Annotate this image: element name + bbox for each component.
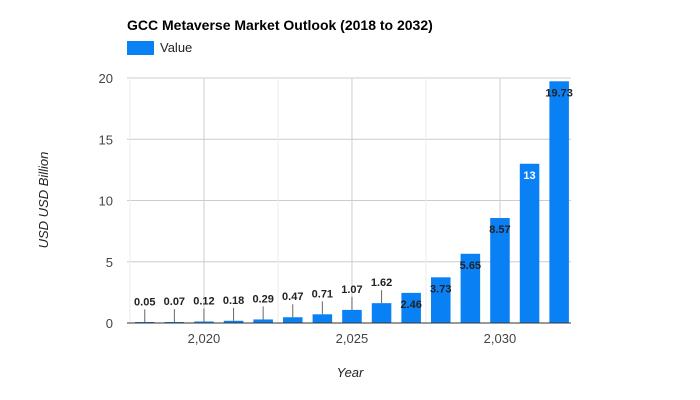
bar[interactable] bbox=[549, 81, 569, 324]
bar[interactable] bbox=[194, 321, 214, 323]
bar[interactable] bbox=[490, 218, 510, 323]
data-label: 0.07 bbox=[164, 296, 185, 308]
data-label: 19.73 bbox=[545, 87, 573, 99]
y-tick-label: 10 bbox=[99, 194, 113, 209]
data-label: 13 bbox=[523, 170, 535, 182]
data-label: 0.29 bbox=[252, 293, 273, 305]
y-tick-label: 15 bbox=[99, 132, 113, 147]
bar[interactable] bbox=[253, 319, 273, 323]
x-tick-label: 2,030 bbox=[484, 331, 517, 346]
chart-title: GCC Metaverse Market Outlook (2018 to 20… bbox=[127, 17, 433, 33]
bar[interactable] bbox=[460, 253, 481, 323]
x-tick-label: 2,025 bbox=[336, 331, 369, 346]
data-label: 1.07 bbox=[341, 284, 362, 296]
bar[interactable] bbox=[401, 292, 421, 323]
bar[interactable] bbox=[371, 303, 392, 323]
y-tick-label: 5 bbox=[106, 255, 113, 270]
data-label: 0.47 bbox=[282, 291, 303, 303]
y-tick-label: 0 bbox=[106, 316, 113, 331]
bar[interactable] bbox=[519, 163, 540, 323]
data-labels: 0.05 0.07 0.12 0.18 0.29 0.47 0.71 1.07 1.62 2.46… bbox=[134, 87, 573, 323]
data-label: 0.18 bbox=[223, 295, 244, 307]
bar[interactable] bbox=[223, 320, 244, 323]
x-axis-title: Year bbox=[337, 365, 364, 380]
bar[interactable] bbox=[430, 277, 451, 323]
data-label: 8.57 bbox=[489, 224, 510, 236]
y-tick-label: 20 bbox=[99, 71, 113, 86]
bar[interactable] bbox=[282, 317, 303, 323]
grid-layer bbox=[127, 77, 571, 323]
data-label: 0.05 bbox=[134, 296, 155, 308]
y-axis-title: USD USD Billion bbox=[36, 152, 51, 249]
data-label: 2.46 bbox=[400, 299, 421, 311]
data-label: 0.71 bbox=[312, 288, 333, 300]
bar[interactable] bbox=[312, 314, 333, 323]
legend-label-value: Value bbox=[160, 40, 193, 55]
data-label: 5.65 bbox=[460, 260, 481, 272]
legend[interactable]: Value bbox=[127, 40, 192, 55]
data-label: 0.12 bbox=[193, 296, 214, 308]
bar[interactable] bbox=[342, 309, 362, 323]
legend-swatch-value bbox=[127, 40, 154, 55]
x-tick-label: 2,020 bbox=[188, 331, 221, 346]
axes: 0 5 10 15 20 2,020 2,025 2,030 bbox=[99, 71, 571, 346]
data-label: 3.73 bbox=[430, 283, 451, 295]
bars bbox=[134, 81, 569, 324]
data-label: 1.62 bbox=[371, 277, 392, 289]
